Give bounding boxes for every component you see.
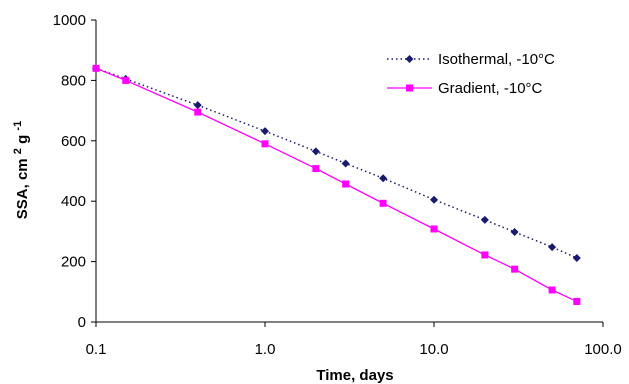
data-point xyxy=(510,228,519,237)
data-point xyxy=(379,174,388,183)
data-point xyxy=(92,64,100,72)
data-point xyxy=(430,195,438,204)
x-tick-label: 100.0 xyxy=(584,341,622,358)
data-point xyxy=(573,297,581,305)
y-tick-label: 1000 xyxy=(53,12,86,29)
y-axis-title-mid: g xyxy=(14,135,31,144)
x-tick-label: 10.0 xyxy=(419,341,448,358)
data-point xyxy=(481,251,489,259)
y-tick-label: 0 xyxy=(78,314,86,331)
data-point xyxy=(312,165,320,173)
data-point xyxy=(261,127,269,136)
legend-item-1: Isothermal, -10°C xyxy=(387,51,555,68)
data-point xyxy=(480,215,489,224)
y-tick-label: 400 xyxy=(61,193,86,210)
x-axis-title: Time, days xyxy=(316,367,393,384)
y-axis-title: SSA, cm 2 g -1 xyxy=(8,121,31,219)
legend-label: Isothermal, -10°C xyxy=(438,51,555,68)
data-point xyxy=(548,286,556,294)
y-tick-label: 800 xyxy=(61,72,86,89)
legend-item-2: Gradient, -10°C xyxy=(387,80,543,97)
series-line xyxy=(95,67,578,259)
legend: Isothermal, -10°C Gradient, -10°C xyxy=(387,51,555,97)
series-layer xyxy=(92,64,581,305)
data-point xyxy=(342,180,350,188)
data-point xyxy=(261,140,269,148)
data-point xyxy=(194,108,202,116)
y-axis-title-sup1: 2 xyxy=(12,148,24,154)
y-tick-label: 600 xyxy=(61,133,86,150)
x-tick-label: 0.1 xyxy=(86,341,107,358)
y-axis-title-main: SSA, cm xyxy=(14,158,31,219)
series-line xyxy=(95,67,578,303)
y-axis-title-sup2: -1 xyxy=(12,121,24,131)
data-point xyxy=(193,101,202,110)
data-point xyxy=(572,253,581,262)
data-point xyxy=(341,159,350,168)
data-point xyxy=(379,199,387,207)
axes: 0 200 400 600 800 1000 0.1 1.0 10.0 100.0 xyxy=(53,12,622,358)
x-tick-label: 1.0 xyxy=(255,341,276,358)
data-point xyxy=(122,76,130,84)
data-point xyxy=(311,147,320,156)
data-point xyxy=(511,265,519,273)
series-2 xyxy=(92,64,581,305)
legend-label: Gradient, -10°C xyxy=(438,80,543,97)
legend-marker xyxy=(405,55,414,63)
data-point xyxy=(548,243,557,252)
data-point xyxy=(430,225,438,233)
y-tick-label: 200 xyxy=(61,254,86,271)
legend-marker xyxy=(406,84,413,92)
